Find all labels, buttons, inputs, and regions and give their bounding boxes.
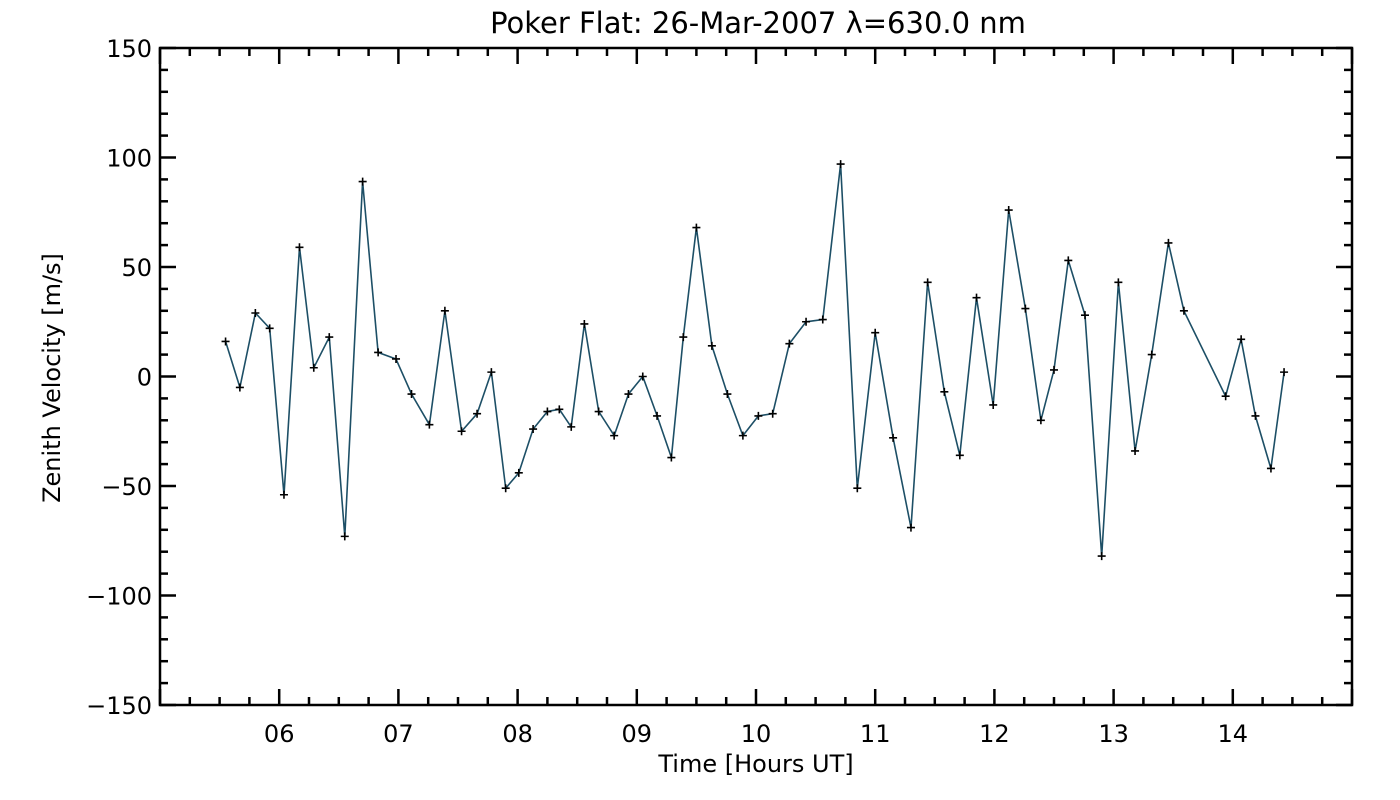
data-point-marker — [1280, 368, 1289, 377]
data-point-marker — [529, 425, 538, 434]
data-point-marker — [340, 532, 349, 541]
data-point-marker — [653, 411, 662, 420]
data-point-marker — [1179, 306, 1188, 315]
data-point-marker — [358, 177, 367, 186]
data-point-marker — [989, 400, 998, 409]
data-point-marker — [1080, 311, 1089, 320]
data-point-marker — [487, 368, 496, 377]
data-point-marker — [906, 523, 915, 532]
data-point-marker — [1021, 304, 1030, 313]
data-point-marker — [768, 409, 777, 418]
data-point-marker — [818, 315, 827, 324]
data-point-marker — [972, 293, 981, 302]
data-point-marker — [1114, 278, 1123, 287]
data-point-marker — [235, 383, 244, 392]
data-point-marker — [1237, 335, 1246, 344]
y-tick-label: 100 — [106, 145, 152, 173]
data-point-marker — [1050, 365, 1058, 374]
x-tick-label: 06 — [264, 720, 295, 748]
y-tick-label: −100 — [86, 583, 152, 611]
data-point-marker — [836, 160, 845, 169]
data-point-marker — [853, 484, 862, 493]
data-point-marker — [610, 431, 619, 440]
x-tick-label: 14 — [1218, 720, 1249, 748]
data-point-marker — [580, 319, 589, 328]
data-point-marker — [940, 387, 949, 396]
data-point-marker — [514, 468, 523, 477]
data-point-marker — [309, 363, 318, 372]
y-tick-label: −50 — [101, 473, 152, 501]
plot-frame — [158, 46, 1354, 707]
data-point-marker — [567, 422, 576, 431]
data-point-marker — [738, 431, 747, 440]
data-point-marker — [679, 333, 688, 342]
data-point-marker — [955, 451, 964, 460]
data-point-marker — [723, 390, 732, 399]
data-point-marker — [1221, 392, 1230, 401]
series-line — [224, 164, 1285, 557]
data-point-marker — [407, 390, 416, 399]
data-point-marker — [555, 405, 564, 414]
plot-area: 06 07 08 09 10 11 12 13 14 −150 −100 −50 0 50 100 150 — [86, 35, 1354, 748]
data-point-marker — [1251, 411, 1260, 420]
x-tick-label: 07 — [383, 720, 414, 748]
data-point-marker — [1097, 552, 1106, 561]
chart-title: Poker Flat: 26-Mar-2007 λ=630.0 nm — [490, 6, 1026, 40]
data-point-marker — [265, 324, 274, 333]
data-point-marker — [624, 390, 633, 399]
y-tick-label: −150 — [86, 692, 152, 720]
data-point-marker — [425, 420, 434, 429]
data-point-marker — [1064, 256, 1073, 265]
data-point-marker — [1131, 446, 1140, 455]
data-point-marker — [392, 354, 401, 363]
y-axis-label: Zenith Velocity [m/s] — [38, 253, 66, 503]
data-point-marker — [457, 427, 466, 436]
data-point-marker — [440, 306, 449, 315]
x-tick-label: 11 — [860, 720, 891, 748]
x-tick-label: 13 — [1098, 720, 1129, 748]
y-tick-label: 50 — [121, 254, 152, 282]
y-tick-label: 0 — [137, 364, 152, 392]
x-tick-label: 12 — [979, 720, 1010, 748]
data-point-marker — [279, 490, 288, 499]
data-point-marker — [889, 433, 898, 442]
data-point-marker — [1266, 464, 1275, 473]
data-point-marker — [1147, 350, 1156, 359]
data-point-marker — [374, 348, 383, 357]
x-tick-label: 09 — [622, 720, 653, 748]
data-point-marker — [543, 407, 552, 416]
data-point-marker — [638, 372, 647, 381]
y-tick-label: 150 — [106, 35, 152, 63]
x-tick-label: 08 — [502, 720, 533, 748]
x-axis-label: Time [Hours UT] — [657, 750, 853, 778]
data-point-marker — [594, 407, 603, 416]
data-point-marker — [707, 341, 716, 350]
data-point-marker — [1164, 238, 1173, 247]
x-tick-label: 10 — [741, 720, 772, 748]
data-point-marker — [667, 453, 676, 462]
data-point-marker — [1036, 416, 1045, 425]
data-point-marker — [802, 317, 811, 326]
data-point-marker — [785, 339, 794, 348]
data-point-marker — [251, 308, 260, 317]
data-point-marker — [325, 333, 334, 342]
data-point-marker — [923, 278, 932, 287]
data-point-marker — [1004, 206, 1013, 215]
data-point-marker — [754, 411, 763, 420]
data-point-marker — [871, 328, 880, 337]
data-point-marker — [692, 223, 701, 232]
data-point-marker — [295, 243, 304, 252]
data-point-marker — [221, 337, 230, 346]
data-point-marker — [473, 409, 482, 418]
data-point-marker — [501, 484, 510, 493]
